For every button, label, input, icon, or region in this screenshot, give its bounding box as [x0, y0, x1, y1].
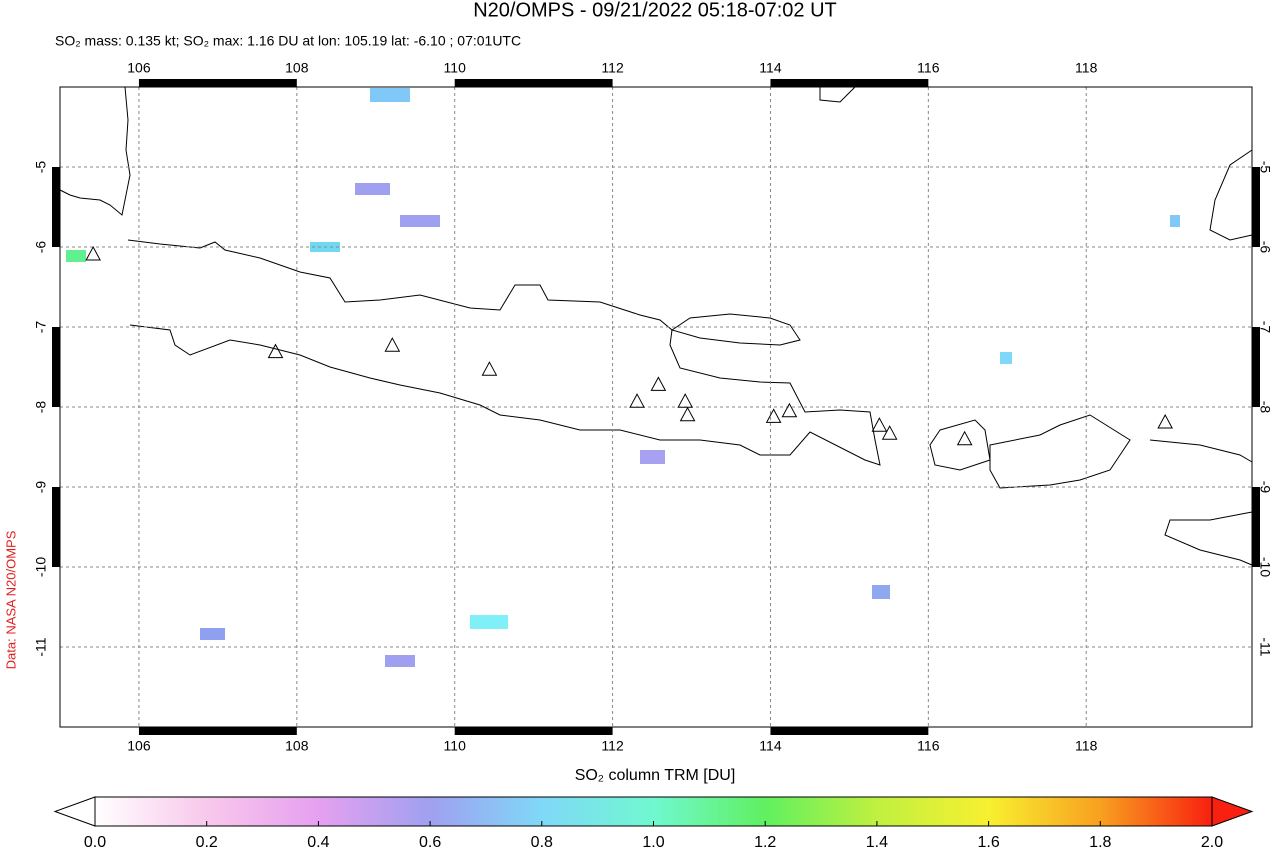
x-tick-label: 112: [601, 738, 624, 754]
volcano: [629, 393, 645, 408]
y-tick-label: -9: [33, 481, 49, 494]
y-tick-label: -7: [1257, 321, 1272, 334]
frame-bar: [138, 79, 297, 87]
colorbar-tick-label: 1.8: [1089, 834, 1111, 851]
so2-pixel: [66, 250, 86, 262]
frame-bar: [52, 327, 60, 407]
volcano: [677, 393, 694, 408]
so2-pixel: [640, 450, 665, 464]
coast-java-north: [127, 239, 881, 466]
x-tick-label: 106: [127, 60, 151, 76]
frame-bar: [138, 727, 297, 735]
volcano: [650, 376, 667, 391]
coast-sumbawa: [989, 414, 1131, 489]
colorbar-tick-label: 0.6: [419, 834, 441, 851]
colorbar-tick-label: 2.0: [1201, 834, 1223, 851]
so2-pixel: [355, 183, 390, 195]
coast-flores: [1149, 439, 1253, 463]
volcano: [481, 361, 498, 376]
so2-pixel: [872, 585, 890, 599]
x-tick-label: 114: [759, 60, 782, 76]
colorbar-label: SO₂ column TRM [DU]: [575, 767, 736, 784]
y-tick-label: -9: [1257, 481, 1272, 494]
x-tick-label: 114: [759, 738, 782, 754]
x-tick-label: 116: [917, 738, 940, 754]
volcano: [384, 337, 401, 352]
colorbar-tick-label: 0.4: [307, 834, 329, 851]
y-tick-label: -7: [33, 321, 49, 334]
colorbar-low-arrow: [53, 796, 96, 827]
colorbar-tick-label: 0.0: [84, 834, 106, 851]
coastlines: [59, 86, 1253, 566]
x-tick-label: 118: [1075, 60, 1098, 76]
title: N20/OMPS - 09/21/2022 05:18-07:02 UT: [473, 0, 837, 21]
colorbar-tick-label: 0.8: [531, 834, 553, 851]
coast-sumba: [1164, 511, 1253, 566]
x-tick-label: 118: [1075, 738, 1098, 754]
frame-bar: [52, 167, 60, 247]
frame-bar: [770, 727, 929, 735]
x-tick-label: 106: [127, 738, 151, 754]
y-tick-label: -11: [33, 637, 49, 656]
x-tick-label: 110: [444, 738, 467, 754]
subtitle: SO₂ mass: 0.135 kt; SO₂ max: 1.16 DU at …: [55, 33, 521, 49]
y-tick-label: -5: [33, 161, 49, 174]
frame-bar: [1252, 487, 1260, 567]
frame-bar: [454, 727, 613, 735]
coast-sumatra: [59, 86, 131, 216]
coast-kalimantan: [819, 86, 856, 103]
volcano: [85, 245, 101, 261]
y-tick-label: -6: [1257, 241, 1272, 254]
y-tick-label: -8: [1257, 401, 1272, 414]
volcano: [679, 406, 696, 422]
y-tick-label: -5: [1257, 161, 1272, 174]
x-tick-label: 116: [917, 60, 940, 76]
volcano: [267, 343, 284, 359]
y-tick-label: -11: [1257, 637, 1272, 656]
volcano: [881, 425, 898, 440]
volcano: [1157, 413, 1174, 429]
so2-pixel: [1000, 352, 1012, 364]
volcano: [781, 402, 798, 418]
x-tick-label: 112: [601, 60, 624, 76]
coast-sulawesi: [1209, 149, 1253, 241]
so2-pixel: [470, 615, 508, 629]
colorbar-tick-label: 0.2: [196, 834, 218, 851]
frame-bar: [1252, 327, 1260, 407]
so2-pixel: [400, 215, 440, 227]
so2-pixel: [200, 628, 225, 640]
x-tick-label: 110: [444, 60, 467, 76]
colorbar-tick-label: 1.4: [866, 834, 888, 851]
volcano: [871, 417, 888, 432]
coast-lombok: [929, 419, 991, 471]
frame-bar: [52, 487, 60, 567]
axes: 106 106 108 108 110 110 112 112 114 114 116 116 118 1…: [33, 60, 1272, 754]
side-label: Data: NASA N20/OMPS: [3, 530, 18, 669]
x-tick-label: 108: [285, 60, 309, 76]
so2-pixel: [1170, 215, 1180, 227]
y-tick-label: -10: [1257, 557, 1272, 577]
so2-pixel: [385, 655, 415, 667]
y-tick-label: -10: [33, 557, 49, 577]
x-tick-label: 108: [285, 738, 309, 754]
frame-bar: [770, 79, 929, 87]
colorbar-high-arrow: [1211, 796, 1254, 827]
grid: [60, 87, 1252, 727]
frame-bar: [454, 79, 613, 87]
colorbar-tick-label: 1.0: [642, 834, 664, 851]
colorbar-tick-label: 1.6: [977, 834, 999, 851]
colorbar: 0.0 0.2 0.4 0.6 0.8 1.0 1.2 1.4 1.6 1.8 2.0 SO₂ col…: [53, 767, 1254, 851]
volcano: [765, 408, 782, 423]
coast-madura: [670, 313, 801, 346]
y-tick-label: -8: [33, 401, 49, 414]
volcano: [956, 430, 973, 446]
frame-bar: [1252, 167, 1260, 247]
colorbar-tick-label: 1.2: [754, 834, 776, 851]
y-tick-label: -6: [33, 241, 49, 254]
so2-pixel: [370, 88, 410, 102]
